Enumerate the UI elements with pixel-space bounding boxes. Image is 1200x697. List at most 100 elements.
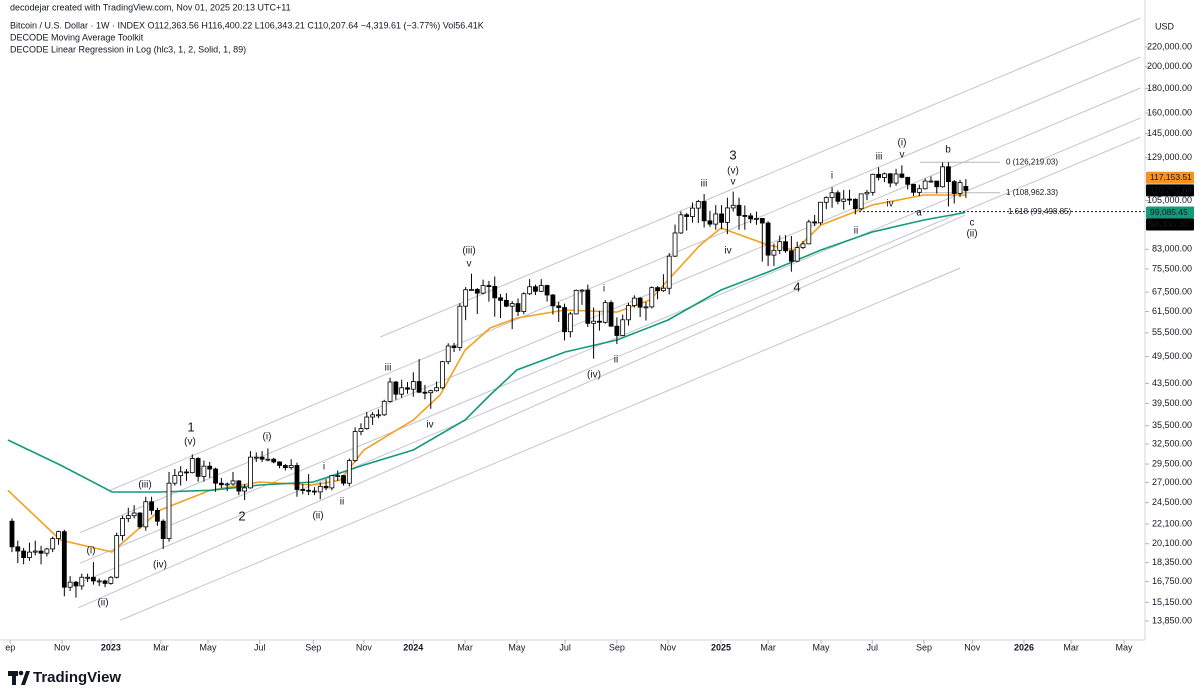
price-badge <box>1146 206 1194 219</box>
candle-body <box>573 289 579 315</box>
candle-body <box>201 465 207 477</box>
candle-body <box>515 303 521 312</box>
y-tick-label: 160,000.00 <box>1147 107 1192 117</box>
y-tick-label: 13,850.00 <box>1152 615 1192 625</box>
candle-body <box>15 546 21 552</box>
wave-label: iii <box>701 179 708 190</box>
candle-body <box>887 173 893 184</box>
x-tick-label: Jul <box>559 642 571 652</box>
candle-body <box>120 518 125 537</box>
candle-body <box>823 197 829 203</box>
candle-body <box>655 287 660 292</box>
candle-body <box>213 468 218 484</box>
candle-body <box>207 465 213 470</box>
wave-label: v <box>731 177 736 188</box>
candle-body <box>771 249 777 256</box>
candle-body <box>649 287 655 308</box>
wave-label: (iv) <box>153 560 167 571</box>
y-tick-label: 39,500.00 <box>1152 398 1192 408</box>
candle-body <box>666 255 672 289</box>
candle-body <box>597 320 602 323</box>
candle-body <box>224 483 230 486</box>
x-tick-label: Sep <box>609 642 625 652</box>
x-tick-label: Mar <box>153 642 169 652</box>
candle-body <box>736 204 742 216</box>
candle-body <box>672 232 678 257</box>
candle-body <box>323 485 329 489</box>
x-tick-label: Mar <box>760 642 776 652</box>
fib-label: 0 (126,219.03) <box>1006 157 1058 166</box>
x-tick-label: ep <box>5 642 15 652</box>
wave-label: c <box>970 218 975 229</box>
candle-body <box>684 214 690 217</box>
y-tick-label: 75,500.00 <box>1152 263 1192 273</box>
x-tick-label: May <box>813 642 831 652</box>
x-tick-label: 2025 <box>711 642 731 652</box>
wave-label: (i) <box>898 138 907 149</box>
candle-body <box>899 173 905 178</box>
wave-label: b <box>945 145 951 156</box>
candle-body <box>463 289 469 307</box>
candle-body <box>149 501 154 511</box>
y-tick-label: 16,750.00 <box>1152 576 1192 586</box>
candle-body <box>242 487 248 492</box>
candle-body <box>312 490 317 493</box>
candle-body <box>957 182 963 194</box>
x-tick-label: Mar <box>457 642 473 652</box>
y-tick-label: 129,000.00 <box>1147 152 1192 162</box>
candle-body <box>294 465 300 490</box>
candle-body <box>637 297 643 308</box>
brand: TradingView <box>33 669 121 686</box>
wave-label: 3 <box>729 147 736 162</box>
candle-body <box>527 286 533 295</box>
candle-body <box>329 475 335 489</box>
candle-body <box>166 482 172 540</box>
y-tick-label: 29,500.00 <box>1152 458 1192 468</box>
candle-body <box>154 509 160 522</box>
candle-body <box>96 580 102 583</box>
candle-body <box>533 286 538 292</box>
candle-body <box>288 465 294 469</box>
wave-label: (iii) <box>138 480 151 491</box>
y-tick-label: 61,500.00 <box>1152 306 1192 316</box>
candle-body <box>195 458 201 477</box>
wave-label: iv <box>426 420 433 431</box>
x-tick-label: May <box>199 642 217 652</box>
candle-body <box>951 181 957 194</box>
candle-body <box>876 173 882 178</box>
candle-body <box>370 414 375 418</box>
candle-body <box>172 475 178 484</box>
candle-body <box>61 531 67 588</box>
candle-body <box>661 287 666 292</box>
candle-body <box>405 387 410 390</box>
wave-label: (v) <box>727 166 739 177</box>
wave-label: v <box>467 259 472 270</box>
candle-body <box>21 550 27 558</box>
channel-line <box>77 214 966 609</box>
candle-body <box>67 581 73 588</box>
fib-label: 1.618 (99,498.85) <box>1008 207 1071 216</box>
wave-label: (iv) <box>587 370 601 381</box>
candle-body <box>934 180 940 188</box>
candle-body <box>445 345 451 363</box>
channel-line <box>110 56 1141 491</box>
candle-body <box>271 458 277 463</box>
wave-label: 2 <box>238 508 245 523</box>
candle-body <box>346 460 352 484</box>
candle-body <box>788 250 794 262</box>
candle-body <box>858 193 864 210</box>
candle-body <box>765 222 771 256</box>
candle-body <box>184 471 189 474</box>
candle-body <box>410 381 416 390</box>
candle-body <box>695 201 701 209</box>
x-tick-label: Nov <box>660 642 677 652</box>
candle-body <box>91 576 96 582</box>
candle-body <box>38 550 44 554</box>
price-badge-label: 110,207.64 <box>1150 185 1192 195</box>
candle-body <box>835 192 841 202</box>
wave-label: (iii) <box>462 246 475 257</box>
candle-body <box>143 501 149 528</box>
candle-body <box>818 201 823 224</box>
